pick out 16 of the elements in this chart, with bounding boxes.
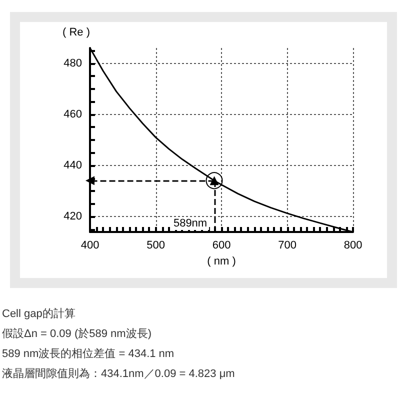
text: 589 nm波長的相位差值 = 434.1 nm [2, 347, 176, 362]
x-tick-label: 500 [146, 240, 165, 252]
text: 假設Δn = 0.09 (於589 nm波長) [2, 327, 152, 342]
y-tick-label: 460 [64, 108, 82, 120]
x-tick-label: 600 [212, 240, 231, 252]
y-axis-title: ( Re ) [62, 26, 90, 38]
y-tick-label: 440 [64, 160, 82, 172]
annotation: 589nm [173, 218, 208, 230]
x-tick-label: 700 [278, 240, 296, 252]
x-tick-label: 800 [344, 240, 362, 252]
text: 液晶層間隙值則為：434.1nm／0.09 = 4.823 μm [2, 366, 235, 382]
y-tick-label: 420 [64, 210, 82, 223]
x-tick-label: 400 [80, 240, 100, 252]
x-axis-title: ( nm ) [207, 255, 236, 268]
y-tick-label: 480 [64, 57, 82, 70]
text: Cell gap的計算 [2, 306, 76, 322]
